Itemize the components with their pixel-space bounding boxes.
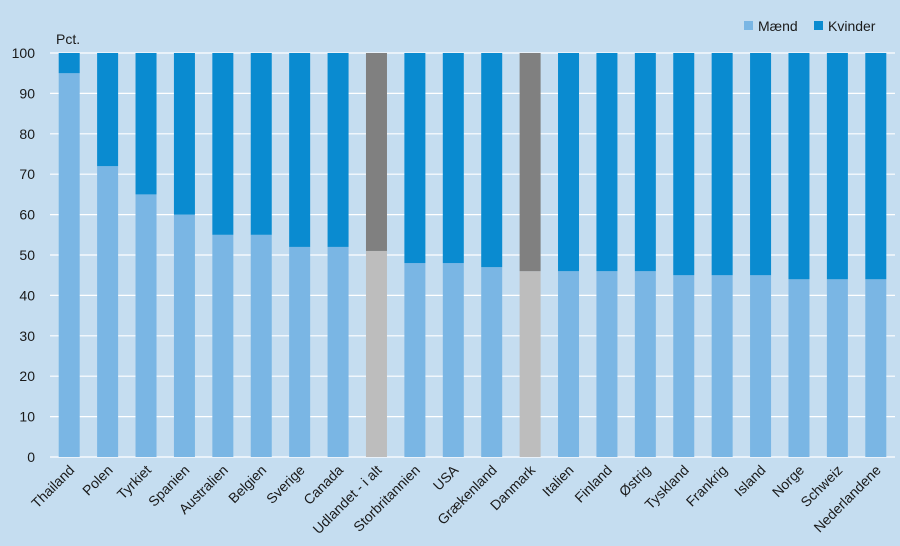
bar-kvinder <box>442 53 464 264</box>
bar-maend <box>289 246 311 457</box>
legend-label-kvinder: Kvinder <box>828 18 876 34</box>
bar-kvinder <box>750 53 772 276</box>
x-tick-label: Thailand <box>28 462 77 511</box>
bar-maend <box>442 263 464 457</box>
bar-maend <box>750 275 772 457</box>
y-tick-label: 20 <box>19 368 35 384</box>
bar-maend <box>212 234 234 457</box>
bar-maend <box>250 234 272 457</box>
bar-kvinder <box>327 53 349 247</box>
y-tick-label: 90 <box>19 85 35 101</box>
y-tick-label: 70 <box>19 166 35 182</box>
x-tick-label: Sverige <box>263 462 308 507</box>
bar-kvinder <box>481 53 503 268</box>
y-axis-label: Pct. <box>56 31 80 47</box>
bar-maend <box>135 194 157 457</box>
x-tick-label: USA <box>430 461 462 493</box>
y-tick-label: 50 <box>19 247 35 263</box>
bar-maend <box>97 166 119 457</box>
bar-kvinder <box>865 53 887 280</box>
bar-kvinder <box>673 53 695 276</box>
bar-maend <box>711 275 733 457</box>
bar-maend <box>826 279 848 457</box>
y-tick-label: 100 <box>12 45 36 61</box>
bar-kvinder <box>404 53 426 264</box>
bar-maend <box>558 271 580 457</box>
y-tick-label: 80 <box>19 126 35 142</box>
bar-maend <box>673 275 695 457</box>
bar-maend <box>404 263 426 457</box>
bar-kvinder <box>711 53 733 276</box>
bar-kvinder <box>135 53 157 195</box>
legend: Mænd Kvinder <box>744 18 876 34</box>
bar-maend <box>596 271 618 457</box>
y-tick-label: 0 <box>27 449 35 465</box>
bar-kvinder <box>519 53 541 272</box>
y-tick-label: 60 <box>19 207 35 223</box>
x-tick-label: Polen <box>79 462 116 499</box>
bars <box>58 53 887 457</box>
bar-kvinder <box>596 53 618 272</box>
bar-kvinder <box>173 53 195 215</box>
y-tick-label: 10 <box>19 409 35 425</box>
bar-maend <box>481 267 503 457</box>
bar-maend <box>173 214 195 457</box>
bar-maend <box>519 271 541 457</box>
bar-kvinder <box>250 53 272 235</box>
x-axis: Thailand PolenTyrkietSpanienAustralienBel… <box>28 461 884 537</box>
bar-maend <box>788 279 810 457</box>
bar-kvinder <box>558 53 580 272</box>
legend-swatch-maend <box>744 21 753 30</box>
bar-kvinder <box>788 53 810 280</box>
bar-kvinder <box>289 53 311 247</box>
y-axis: 0 10 20 30 40 50 60 70 80 90 100 <box>12 45 36 465</box>
bar-maend <box>58 73 80 457</box>
y-tick-label: 40 <box>19 287 35 303</box>
x-tick-label: Frankrig <box>683 462 731 510</box>
bar-kvinder <box>826 53 848 280</box>
x-tick-label: Nederlandene <box>810 462 884 536</box>
bar-maend <box>865 279 887 457</box>
x-tick-label: Finland <box>571 462 615 506</box>
legend-label-maend: Mænd <box>758 18 798 34</box>
y-tick-label: 30 <box>19 328 35 344</box>
bar-kvinder <box>97 53 119 167</box>
bar-kvinder <box>634 53 656 272</box>
bar-maend <box>634 271 656 457</box>
x-tick-label: Belgien <box>225 462 269 506</box>
bar-kvinder <box>212 53 234 235</box>
legend-swatch-kvinder <box>814 21 823 30</box>
bar-maend <box>327 246 349 457</box>
x-tick-label: Island <box>731 462 769 500</box>
bar-maend <box>365 250 387 457</box>
bar-kvinder <box>365 53 387 251</box>
bar-kvinder <box>58 53 80 74</box>
